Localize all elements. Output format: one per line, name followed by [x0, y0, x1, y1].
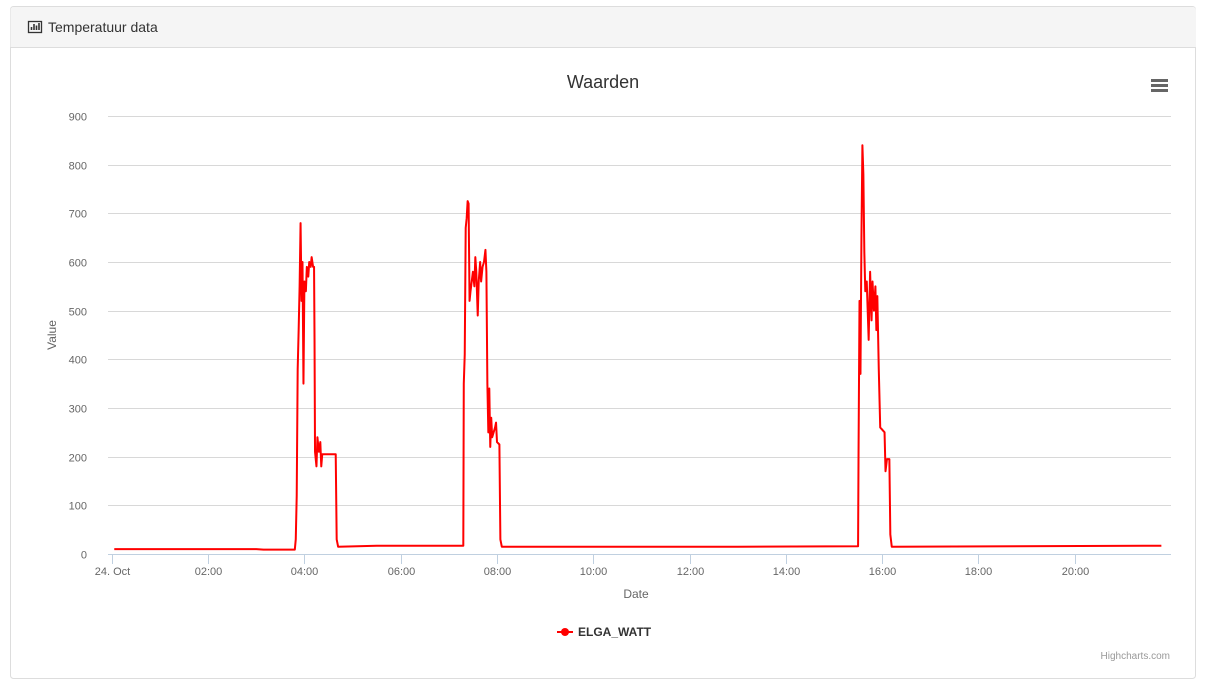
y-tick-label: 400	[69, 355, 87, 367]
context-menu-button[interactable]	[1151, 79, 1168, 92]
y-tick-label: 500	[69, 307, 87, 319]
panel-title: Temperatuur data	[48, 19, 158, 35]
y-tick-label: 800	[69, 161, 87, 173]
chart-title: Waarden	[567, 72, 639, 92]
y-tick-label: 200	[69, 453, 87, 465]
x-tick-label: 12:00	[677, 566, 705, 578]
x-axis-title: Date	[623, 587, 649, 601]
y-tick-label: 0	[81, 550, 87, 562]
panel-header	[10, 7, 1196, 47]
y-axis-title: Value	[45, 320, 59, 350]
x-tick-label: 10:00	[580, 566, 608, 578]
credits: Highcharts.com	[1101, 651, 1170, 662]
x-tick-label: 16:00	[869, 566, 897, 578]
legend-label: ELGA_WATT	[578, 625, 652, 639]
y-tick-label: 700	[69, 209, 87, 221]
panel-border	[10, 6, 1196, 679]
x-tick-label: 20:00	[1062, 566, 1090, 578]
y-tick-label: 900	[69, 112, 87, 124]
y-tick-label: 300	[69, 404, 87, 416]
x-tick-label: 04:00	[291, 566, 319, 578]
y-tick-label: 600	[69, 258, 87, 270]
legend-marker	[561, 628, 569, 636]
x-tick-label: 02:00	[195, 566, 223, 578]
x-tick-label: 14:00	[773, 566, 801, 578]
x-tick-label: 06:00	[388, 566, 416, 578]
x-tick-label: 24. Oct	[95, 566, 130, 578]
y-tick-label: 100	[69, 501, 87, 513]
x-tick-label: 18:00	[965, 566, 993, 578]
x-tick-label: 08:00	[484, 566, 512, 578]
data-line	[114, 144, 1162, 551]
chart-icon	[27, 20, 43, 34]
